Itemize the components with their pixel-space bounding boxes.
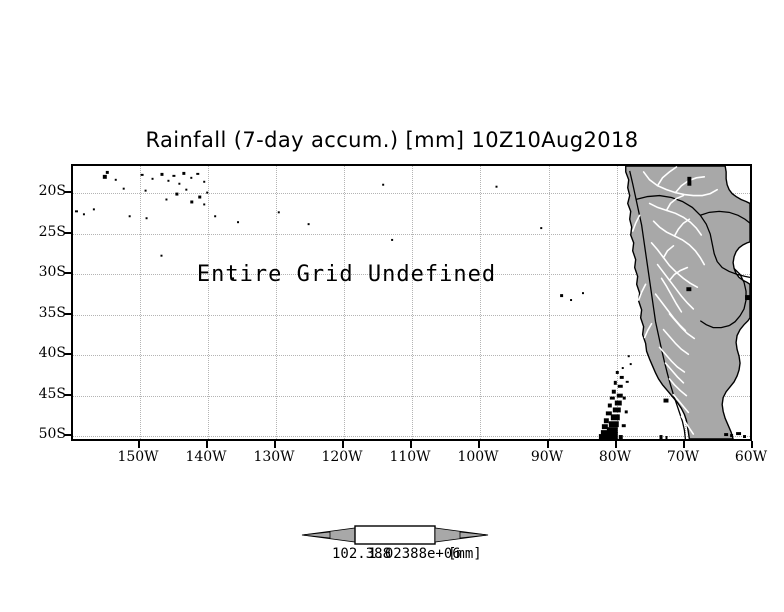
xtick-label-100w: 100W — [457, 449, 499, 465]
xtick-label-60w: 60W — [734, 449, 768, 465]
border-northern — [635, 194, 750, 278]
ytick-mark — [64, 191, 71, 193]
gridline-vertical — [344, 166, 346, 439]
ytick-label-35s: 35S — [38, 305, 66, 321]
border-chile-argentina — [629, 170, 687, 439]
xtick-label-140w: 140W — [185, 449, 227, 465]
gridline-horizontal — [73, 355, 750, 357]
xtick-label-150w: 150W — [117, 449, 159, 465]
gridline-vertical — [617, 166, 619, 439]
gridline-vertical — [140, 166, 142, 439]
gridline-vertical — [208, 166, 210, 439]
ytick-label-50s: 50S — [38, 426, 66, 442]
colorbar-graphic — [301, 525, 489, 545]
gridline-horizontal — [73, 315, 750, 317]
xtick-label-120w: 120W — [321, 449, 363, 465]
xtick-mark — [206, 441, 208, 448]
map-plot-area: Entire Grid Undefined — [71, 164, 752, 441]
ytick-label-45s: 45S — [38, 386, 66, 402]
gridline-vertical — [549, 166, 551, 439]
xtick-mark — [342, 441, 344, 448]
ytick-label-25s: 25S — [38, 224, 66, 240]
colorbar-units-label: [mm] — [448, 546, 482, 562]
southern-specks — [659, 432, 747, 439]
map-geometry — [74, 166, 750, 439]
xtick-label-90w: 90W — [530, 449, 564, 465]
ytick-label-30s: 30S — [38, 264, 66, 280]
gridline-horizontal — [73, 274, 750, 276]
ytick-label-20s: 20S — [38, 183, 66, 199]
xtick-mark — [274, 441, 276, 448]
xtick-label-130w: 130W — [253, 449, 295, 465]
entire-grid-undefined-message: Entire Grid Undefined — [196, 262, 497, 287]
xtick-mark — [410, 441, 412, 448]
gridline-horizontal — [73, 396, 750, 398]
ytick-mark — [64, 434, 71, 436]
colorbar-low-tail — [301, 531, 331, 539]
rivers-group — [631, 166, 718, 435]
ytick-mark — [64, 353, 71, 355]
gridline-vertical — [480, 166, 482, 439]
ytick-mark — [64, 272, 71, 274]
colorbar-high-tail — [459, 531, 489, 539]
xtick-label-70w: 70W — [666, 449, 700, 465]
gridline-horizontal — [73, 193, 750, 195]
xtick-mark — [478, 441, 480, 448]
xtick-label-110w: 110W — [389, 449, 431, 465]
chart-title: Rainfall (7-day accum.) [mm] 10Z10Aug201… — [145, 128, 639, 152]
xtick-mark — [683, 441, 685, 448]
ytick-mark — [64, 313, 71, 315]
ytick-mark — [64, 394, 71, 396]
colorbar — [300, 523, 490, 547]
gridline-vertical — [412, 166, 414, 439]
xtick-mark — [138, 441, 140, 448]
xtick-mark — [615, 441, 617, 448]
pacific-islands — [74, 170, 584, 302]
xtick-label-80w: 80W — [598, 449, 632, 465]
gridline-vertical — [276, 166, 278, 439]
coast-rio-de-la-plata — [699, 320, 730, 329]
colorbar-min-label: 102.388 — [332, 546, 392, 562]
border-paraguay — [700, 210, 750, 224]
xtick-mark — [547, 441, 549, 448]
xtick-mark — [751, 441, 753, 448]
colorbar-max-label: 1.02388e+06 — [368, 546, 461, 562]
patagonia-fjords — [598, 355, 632, 439]
colorbar-band — [354, 525, 436, 545]
gridline-horizontal — [73, 436, 750, 438]
ytick-label-40s: 40S — [38, 345, 66, 361]
interior-marks — [663, 176, 750, 403]
gridline-horizontal — [73, 234, 750, 236]
ytick-mark — [64, 232, 71, 234]
